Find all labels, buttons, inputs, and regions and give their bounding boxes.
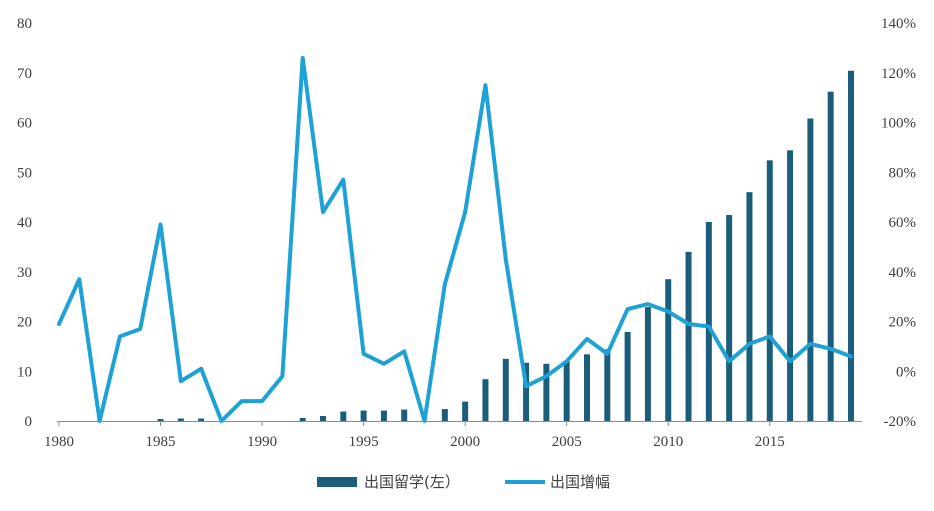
x-tick-label: 2010 <box>653 434 683 450</box>
bar-2019 <box>848 70 854 421</box>
y-left-tick-label: 60 <box>17 116 32 132</box>
y-right-tick-label: 60% <box>889 215 917 231</box>
bar-1997 <box>401 409 408 421</box>
y-left-tick-label: 50 <box>17 165 32 181</box>
bar-2000 <box>462 401 469 421</box>
bar-2011 <box>685 251 692 421</box>
bar-2012 <box>705 222 712 421</box>
line-series-path <box>57 55 853 423</box>
x-tick-label: 2015 <box>755 434 785 450</box>
y-right-tick-label: -20% <box>884 414 917 430</box>
y-right-tick-label: 120% <box>881 66 916 82</box>
y-left-tick-label: 30 <box>17 265 32 281</box>
legend: 出国留学(左） 出国增幅 <box>317 473 610 491</box>
y-left-tick-label: 80 <box>17 16 32 32</box>
bar-1992 <box>299 418 306 421</box>
x-tick-label: 1980 <box>44 434 74 450</box>
bar-2007 <box>604 349 611 421</box>
y-left-tick-label: 20 <box>17 315 32 331</box>
bar-2017 <box>807 118 814 422</box>
bar-2006 <box>584 354 590 421</box>
x-tick-label: 2000 <box>450 434 480 450</box>
y-right-tick-label: 20% <box>889 315 917 331</box>
x-tick-label: 1990 <box>247 434 277 450</box>
x-tick-label: 1985 <box>146 434 176 450</box>
y-right-tick-label: 40% <box>889 265 917 281</box>
legend-bar-label: 出国留学(左） <box>364 473 460 491</box>
bar-2003 <box>523 362 530 421</box>
y-left-tick-label: 70 <box>17 66 32 82</box>
bar-1999 <box>441 409 448 421</box>
y-right-tick-label: 80% <box>889 165 917 181</box>
bar-1986 <box>177 418 184 421</box>
y-left-tick-label: 40 <box>17 215 32 231</box>
bar-2014 <box>746 192 753 421</box>
bar-2001 <box>482 379 489 421</box>
y-left-tick-label: 10 <box>17 364 32 380</box>
x-tick-label: 1995 <box>349 434 379 450</box>
bar-2013 <box>726 215 733 421</box>
bar-1996 <box>380 410 387 421</box>
bar-2005 <box>563 361 570 421</box>
y-left-tick-label: 0 <box>25 414 33 430</box>
bar-1993 <box>320 416 326 421</box>
bar-2008 <box>624 331 631 421</box>
line-series-group <box>57 55 853 423</box>
bar-1987 <box>198 418 205 421</box>
y-right-tick-label: 0% <box>896 364 916 380</box>
bar-2009 <box>644 307 651 421</box>
bar-1985 <box>157 419 164 421</box>
bar-1995 <box>360 410 367 421</box>
legend-bar-swatch <box>317 477 357 487</box>
bar-2002 <box>502 358 509 421</box>
axes-group: 0 10 20 30 40 50 60 70 80 -20% 0% 20% 40% 60% 80% 100% 1… <box>17 16 916 450</box>
bar-2016 <box>787 150 794 422</box>
bar-2018 <box>827 91 834 422</box>
bar-2010 <box>665 279 672 421</box>
y-right-tick-label: 140% <box>881 16 916 32</box>
legend-line-label: 出国增幅 <box>550 473 610 491</box>
y-right-tick-label: 100% <box>881 116 916 132</box>
bar-series-group <box>157 70 854 422</box>
bar-2004 <box>543 363 550 421</box>
bar-2015 <box>766 160 773 421</box>
x-tick-label: 2005 <box>552 434 582 450</box>
bar-1994 <box>340 411 347 421</box>
